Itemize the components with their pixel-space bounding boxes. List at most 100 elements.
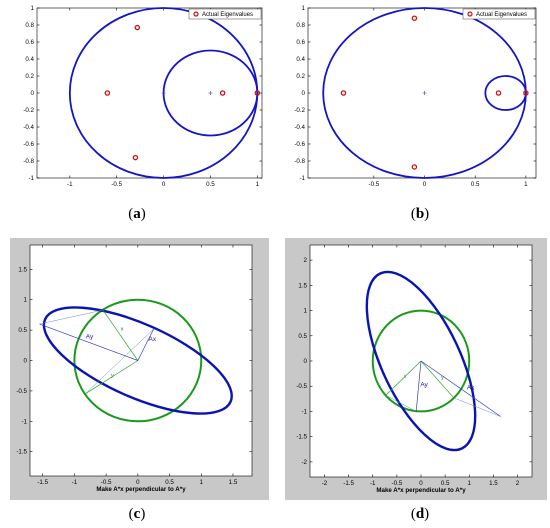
caption-a-letter: a	[133, 206, 141, 222]
caption-b-open: (	[410, 206, 416, 222]
caption-b: (b)	[390, 206, 450, 223]
x-tick-label: -0.5	[111, 181, 122, 188]
y-tick-label: 0.6	[296, 39, 305, 46]
x-tick-label: 0	[136, 479, 140, 486]
eigenvalue-marker	[495, 90, 502, 96]
y-tick-label: -0.6	[294, 141, 305, 148]
x-tick-label: 1	[524, 181, 528, 188]
vector-label-ax: Ax	[149, 336, 157, 343]
image-ellipse	[365, 270, 477, 452]
x-tick-label: 1.5	[489, 480, 498, 487]
connector-line	[39, 309, 103, 325]
y-tick-label: 0.4	[296, 56, 305, 63]
x-tick-label: -1	[370, 480, 376, 487]
chart-panel-a: -1 -0.5 0 0.5 1 -1 -0.8 -0.6 -0.4 -0.2 0 0.2 0.4 0.6 0…	[0, 0, 275, 200]
y-tick-label: 1	[304, 308, 308, 315]
y-tick-label: 1	[24, 297, 28, 304]
y-tick-label: -1	[28, 175, 34, 182]
legend-marker	[193, 11, 199, 17]
vector-label-ay: Ay	[86, 333, 94, 340]
image-ellipse	[42, 306, 233, 415]
y-tick-label: 0.4	[25, 56, 34, 63]
caption-c-open: (	[128, 506, 134, 522]
vector-label-y: y	[111, 373, 114, 379]
x-tick-label: 0.5	[165, 479, 174, 486]
gershgorin-circle-inner	[484, 75, 527, 111]
connector-line	[385, 395, 417, 412]
y-tick-label: -0.6	[23, 141, 34, 148]
eigenvalue-marker	[132, 154, 139, 161]
center-plus-marker	[161, 91, 166, 95]
x-tick-label: 0.5	[471, 181, 480, 188]
x-tick-label: 0.5	[441, 480, 450, 487]
vector-label-ax: Ax	[467, 385, 475, 392]
caption-c-letter: c	[133, 506, 141, 522]
eigenvalue-plot-b: -0.5 0 0.5 1 -1 -0.8 -0.6 -0.4 -0.2 0 0.2 0.4 0.6 0.8…	[294, 5, 537, 188]
y-tick-label: 1	[31, 5, 35, 12]
y-tick-label: -0.4	[23, 124, 34, 131]
y-tick-label: 0.6	[25, 39, 34, 46]
legend-box	[188, 8, 262, 20]
vector-y	[84, 360, 139, 395]
caption-d-open: (	[410, 506, 416, 522]
y-tick-label: 0.8	[25, 22, 34, 29]
x-axis-label: Make A*x perpendicular to A*y	[96, 486, 186, 493]
y-tick-label: 0.5	[298, 333, 307, 340]
y-tick-label: -0.8	[23, 158, 34, 165]
y-tick-label: 0.2	[296, 73, 305, 80]
y-tick-label: 1	[302, 5, 306, 12]
eigenvalue-marker	[523, 90, 529, 96]
vector-y	[420, 360, 455, 399]
x-tick-label: 0	[419, 480, 423, 487]
y-tick-label: -1.5	[296, 434, 307, 441]
y-tick-label: 0	[302, 90, 306, 97]
x-tick-label: 1.5	[229, 479, 238, 486]
ellipse-plot-d: -2 -1.5 -1 -0.5 0 0.5 1 1.5 2 -2 -1.5 -1 -0.5 0 0.5 1 1.…	[285, 238, 547, 500]
x-tick-label: -1.5	[37, 479, 48, 486]
vector-x	[385, 360, 422, 396]
x-tick-label: 0	[162, 181, 166, 188]
y-tick-label: -1.5	[16, 449, 27, 456]
connector-line	[453, 397, 501, 417]
x-tick-label: 1	[200, 479, 204, 486]
caption-d-close: )	[424, 506, 430, 522]
eigenvalue-marker	[340, 90, 347, 96]
legend-marker	[467, 11, 473, 17]
caption-a: (a)	[107, 206, 167, 223]
caption-a-open: (	[128, 206, 134, 222]
y-tick-label: -1	[299, 175, 305, 182]
x-tick-label: -1.5	[343, 480, 354, 487]
x-tick-label: -0.5	[369, 181, 380, 188]
caption-b-letter: b	[415, 206, 425, 222]
y-tick-label: -2	[301, 459, 307, 466]
vector-label-x: x	[404, 374, 407, 380]
chart-panel-c: -1.5 -1 -0.5 0 0.5 1 1.5 -1.5 -1 -0.5 0 0.5 1 1.5 x y Ax…	[0, 238, 275, 500]
axes-box	[307, 7, 537, 179]
unit-circle	[73, 298, 203, 423]
y-tick-label: 0.2	[25, 73, 34, 80]
vector-label-y: y	[441, 375, 444, 381]
y-tick-label: 0	[24, 358, 28, 365]
caption-a-close: )	[140, 206, 146, 222]
eigenvalue-marker	[134, 24, 141, 31]
x-tick-label: -1	[67, 181, 73, 188]
center-plus-marker	[208, 91, 213, 95]
eigenvalue-marker	[219, 90, 226, 96]
y-tick-label: 0	[304, 358, 308, 365]
eigenvalue-marker	[104, 90, 111, 96]
caption-b-close: )	[424, 206, 430, 222]
eigenvalue-marker	[411, 164, 418, 170]
y-tick-label: -0.5	[296, 383, 307, 390]
legend-label: Actual Eigenvalues	[476, 12, 527, 18]
y-tick-label: 0	[31, 90, 35, 97]
connector-line	[85, 328, 154, 395]
eigenvalue-plot-a: -1 -0.5 0 0.5 1 -1 -0.8 -0.6 -0.4 -0.2 0 0.2 0.4 0.6 0…	[23, 5, 263, 188]
y-tick-label: -1	[21, 418, 27, 425]
x-tick-label: 0	[423, 181, 427, 188]
ellipse-plot-c: -1.5 -1 -0.5 0 0.5 1 1.5 -1.5 -1 -0.5 0 0.5 1 1.5 x y Ax…	[10, 238, 269, 500]
y-tick-label: 0.5	[18, 327, 27, 334]
x-tick-label: 0.5	[206, 181, 215, 188]
x-axis-label: Make A*x perpendicular to A*y	[376, 487, 466, 494]
x-tick-label: -0.5	[392, 480, 403, 487]
y-tick-label: 1.5	[18, 266, 27, 273]
